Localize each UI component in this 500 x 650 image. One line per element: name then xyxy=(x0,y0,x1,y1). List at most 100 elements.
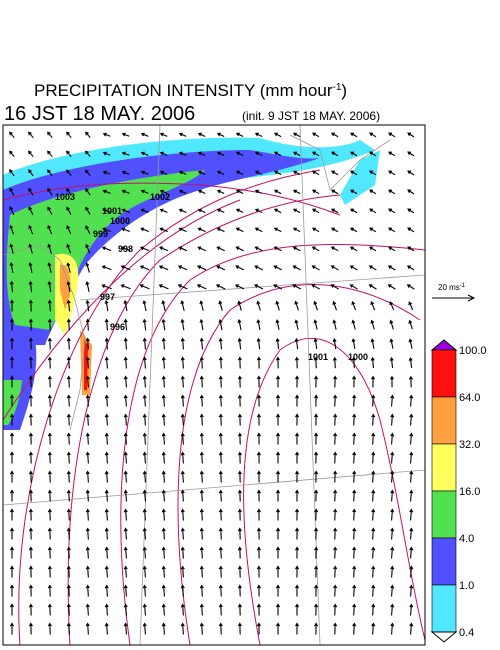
wind-arrow xyxy=(28,356,33,369)
wind-arrow xyxy=(139,246,150,252)
wind-arrow xyxy=(389,375,394,388)
wind-arrow xyxy=(177,284,188,290)
wind-arrow xyxy=(295,603,300,616)
wind-arrow xyxy=(352,394,357,407)
wind-arrow xyxy=(275,527,281,540)
wind-arrow xyxy=(331,151,339,157)
wind-arrow xyxy=(390,470,395,483)
precip-orange xyxy=(60,264,71,310)
wind-arrow xyxy=(254,189,263,195)
wind-arrow xyxy=(101,246,112,252)
wind-arrow xyxy=(256,584,261,597)
wind-arrow xyxy=(123,489,128,502)
wind-arrow xyxy=(66,489,71,502)
wind-arrow xyxy=(142,394,147,407)
wind-arrow xyxy=(311,284,321,290)
wind-arrow xyxy=(85,281,90,293)
wind-arrow xyxy=(85,356,90,369)
wind-arrow xyxy=(275,603,281,616)
wind-arrow xyxy=(121,170,130,175)
wind-arrow xyxy=(390,432,395,445)
title-close: ) xyxy=(341,81,347,100)
wind-arrow xyxy=(28,224,34,235)
wind-arrow xyxy=(256,546,261,559)
wind-arrow xyxy=(218,508,223,521)
wind-arrow xyxy=(9,622,14,635)
wind-arrow xyxy=(256,319,261,330)
wind-arrow xyxy=(123,432,128,445)
wind-arrow xyxy=(371,603,376,616)
wind-arrow xyxy=(409,565,414,578)
wind-arrow xyxy=(314,622,319,635)
wind-arrow xyxy=(218,546,223,559)
wind-arrow xyxy=(120,284,131,290)
wind-arrow xyxy=(237,337,242,350)
wind-arrow xyxy=(47,584,52,597)
wind-arrow xyxy=(199,546,204,559)
wind-arrow xyxy=(123,603,128,616)
wind-arrow xyxy=(121,227,131,233)
wind-arrow xyxy=(237,565,242,578)
wind-arrow xyxy=(295,451,300,464)
wind-arrow xyxy=(295,394,300,407)
wind-arrow xyxy=(161,470,166,483)
wind-arrow xyxy=(390,413,395,426)
wind-arrow xyxy=(389,301,395,311)
wind-arrow xyxy=(161,337,166,350)
wind-arrow xyxy=(197,189,206,194)
wind-arrow xyxy=(218,432,223,445)
wind-arrow xyxy=(142,299,147,312)
wind-arrow xyxy=(256,527,261,540)
wind-arrow xyxy=(66,299,71,312)
wind-arrow xyxy=(66,508,71,521)
wind-arrow xyxy=(387,284,396,290)
wind-arrow xyxy=(352,489,357,502)
wind-arrow xyxy=(85,413,90,426)
wind-arrow xyxy=(330,265,339,271)
wind-arrow xyxy=(85,622,90,635)
wind-arrow xyxy=(273,151,282,157)
wind-arrow xyxy=(218,603,223,616)
wind-arrow xyxy=(333,470,338,483)
vector-scale: 20 ms-1 xyxy=(438,283,466,292)
wind-arrow xyxy=(66,318,71,331)
wind-arrow xyxy=(47,603,52,616)
wind-arrow xyxy=(197,151,206,156)
wind-arrow xyxy=(237,319,242,331)
wind-arrow xyxy=(275,300,280,311)
wind-arrow xyxy=(292,246,301,252)
wind-arrow xyxy=(216,208,225,214)
wind-arrow xyxy=(254,132,263,138)
isobar-label: 998 xyxy=(118,244,133,254)
wind-arrow xyxy=(311,265,320,271)
wind-arrow xyxy=(104,565,109,578)
wind-arrow xyxy=(352,565,357,578)
wind-arrow xyxy=(294,337,299,350)
wind-arrow xyxy=(237,375,242,388)
wind-arrow xyxy=(371,622,376,635)
wind-arrow xyxy=(237,489,242,502)
wind-arrow xyxy=(409,451,414,464)
wind-arrow xyxy=(66,546,71,559)
wind-arrow xyxy=(351,356,356,369)
wind-arrow xyxy=(333,565,338,578)
wind-arrow xyxy=(311,189,320,195)
wind-arrow xyxy=(311,246,320,252)
isobar-label: 997 xyxy=(100,292,115,302)
wind-arrow xyxy=(28,375,33,388)
wind-arrow xyxy=(142,546,147,559)
coastline xyxy=(3,244,86,431)
wind-arrow xyxy=(275,451,281,464)
wind-arrow xyxy=(140,132,149,137)
wind-arrow xyxy=(199,375,204,388)
wind-arrow xyxy=(161,508,166,521)
wind-arrow xyxy=(352,470,357,483)
colorbar-segment xyxy=(431,490,457,539)
wind-arrow xyxy=(333,451,338,464)
wind-arrow xyxy=(314,432,319,445)
wind-arrow xyxy=(368,265,377,271)
wind-arrow xyxy=(199,489,204,502)
wind-arrow xyxy=(180,622,185,635)
wind-arrow xyxy=(28,206,34,216)
wind-arrow xyxy=(275,356,280,369)
